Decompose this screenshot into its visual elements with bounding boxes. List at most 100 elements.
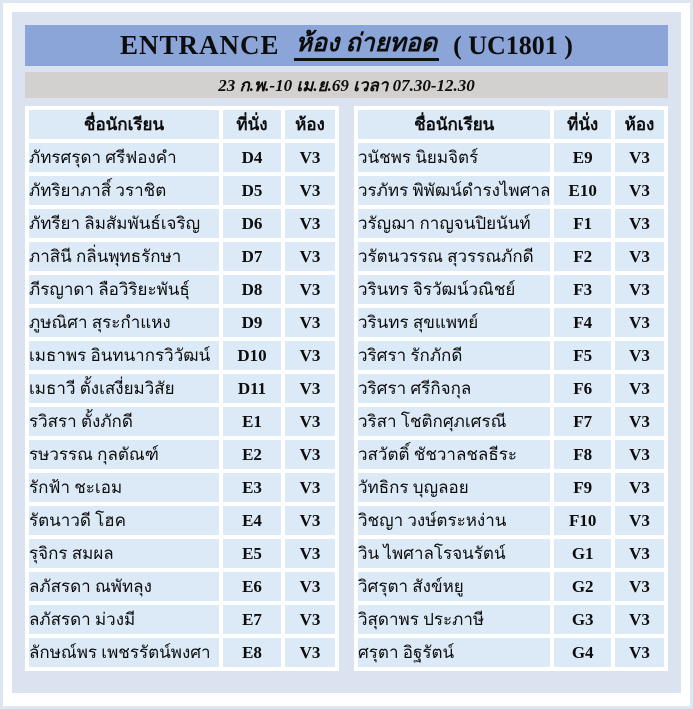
table-header-row: ชื่อนักเรียน ที่นั่ง ห้อง (358, 110, 664, 139)
student-name-cell: รวิสรา ตั้งภักดี (29, 407, 219, 436)
room-cell: V3 (614, 176, 664, 205)
room-cell: V3 (614, 407, 664, 436)
table-row: รษวรรณ กุลตัณฑ์ E2 V3 (29, 440, 335, 469)
seat-cell: F6 (554, 374, 611, 403)
seat-cell: G4 (554, 638, 611, 667)
seat-cell: F9 (554, 473, 611, 502)
seat-cell: E4 (223, 506, 281, 535)
seat-cell: F1 (554, 209, 611, 238)
seat-cell: D6 (223, 209, 281, 238)
column-header-room: ห้อง (285, 110, 335, 139)
student-name-cell: วิน ไพศาลโรจนรัตน์ (358, 539, 551, 568)
title-entrance: ENTRANCE (120, 30, 280, 60)
student-name-cell: ภัทริยาภาสิ์ วราชิต (29, 176, 219, 205)
table-row: วัทธิกร บุญลอย F9 V3 (358, 473, 664, 502)
table-row: ลภัสรดา ม่วงมี E7 V3 (29, 605, 335, 634)
room-cell: V3 (285, 143, 335, 172)
room-cell: V3 (285, 539, 335, 568)
table-row: วรัญฌา กาญจนปิยนันท์ F1 V3 (358, 209, 664, 238)
table-row: วนัชพร นิยมจิตร์ E9 V3 (358, 143, 664, 172)
table-row: เมธาพร อินทนากรวิวัฒน์ D10 V3 (29, 341, 335, 370)
student-name-cell: วริศรา รักภักดี (358, 341, 551, 370)
table-row: ภูษณิศา สุระกำแหง D9 V3 (29, 308, 335, 337)
seat-cell: G2 (554, 572, 611, 601)
room-cell: V3 (614, 374, 664, 403)
table-row: ภัทริยาภาสิ์ วราชิต D5 V3 (29, 176, 335, 205)
table-row: เมธาวี ตั้งเสงี่ยมวิสัย D11 V3 (29, 374, 335, 403)
student-name-cell: วิสุดาพร ประภาษี (358, 605, 551, 634)
seat-cell: E5 (223, 539, 281, 568)
student-name-cell: ลภัสรดา ณพัทลุง (29, 572, 219, 601)
table-row: วสวัตติ์ ชัชวาลชลธีระ F8 V3 (358, 440, 664, 469)
seating-tables: ชื่อนักเรียน ที่นั่ง ห้อง ภัทรศรุดา ศรีฟ… (25, 106, 668, 671)
seat-cell: D9 (223, 308, 281, 337)
title-band: ENTRANCE ห้อง ถ่ายทอด ( UC1801 ) (25, 25, 668, 66)
room-cell: V3 (285, 176, 335, 205)
student-name-cell: เมธาวี ตั้งเสงี่ยมวิสัย (29, 374, 219, 403)
seat-cell: E10 (554, 176, 611, 205)
seat-cell: F8 (554, 440, 611, 469)
student-name-cell: ภาสินี กลิ่นพุทธรักษา (29, 242, 219, 271)
seating-table-right: ชื่อนักเรียน ที่นั่ง ห้อง วนัชพร นิยมจิต… (354, 106, 668, 671)
seat-cell: F10 (554, 506, 611, 535)
room-cell: V3 (285, 638, 335, 667)
student-name-cell: ภัทรศรุดา ศรีฟองคำ (29, 143, 219, 172)
seat-cell: D4 (223, 143, 281, 172)
student-name-cell: ภีรญาดา ลือวิริยะพันธุ์ (29, 275, 219, 304)
seat-cell: E8 (223, 638, 281, 667)
room-cell: V3 (285, 572, 335, 601)
table-header-row: ชื่อนักเรียน ที่นั่ง ห้อง (29, 110, 335, 139)
table-row: วริศรา ศรีกิจกุล F6 V3 (358, 374, 664, 403)
table-row: วิสุดาพร ประภาษี G3 V3 (358, 605, 664, 634)
student-name-cell: วสวัตติ์ ชัชวาลชลธีระ (358, 440, 551, 469)
seat-cell: F2 (554, 242, 611, 271)
room-cell: V3 (614, 440, 664, 469)
table-row: ภาสินี กลิ่นพุทธรักษา D7 V3 (29, 242, 335, 271)
seat-cell: E7 (223, 605, 281, 634)
student-name-cell: วิศรุตา สังข์หยู (358, 572, 551, 601)
student-name-cell: วรินทร สุขแพทย์ (358, 308, 551, 337)
student-name-cell: ภูษณิศา สุระกำแหง (29, 308, 219, 337)
table-row: รวิสรา ตั้งภักดี E1 V3 (29, 407, 335, 436)
table-row: วริศรา รักภักดี F5 V3 (358, 341, 664, 370)
room-cell: V3 (285, 473, 335, 502)
table-row: ภัทรียา ลิมสัมพันธ์เจริญ D6 V3 (29, 209, 335, 238)
room-cell: V3 (614, 275, 664, 304)
room-cell: V3 (285, 308, 335, 337)
room-cell: V3 (285, 209, 335, 238)
room-cell: V3 (614, 605, 664, 634)
room-cell: V3 (614, 473, 664, 502)
room-cell: V3 (285, 242, 335, 271)
seat-cell: E6 (223, 572, 281, 601)
seat-cell: E1 (223, 407, 281, 436)
seat-cell: F5 (554, 341, 611, 370)
student-name-cell: เมธาพร อินทนากรวิวัฒน์ (29, 341, 219, 370)
column-header-room: ห้อง (614, 110, 664, 139)
seat-cell: D11 (223, 374, 281, 403)
table-row: รัตนาวดี โฮค E4 V3 (29, 506, 335, 535)
room-cell: V3 (614, 209, 664, 238)
table-row: ลักษณ์พร เพชรรัตน์พงศา E8 V3 (29, 638, 335, 667)
student-name-cell: วรัตนวรรณ สุวรรณภักดี (358, 242, 551, 271)
student-name-cell: วรินทร จิรวัฒน์วณิชย์ (358, 275, 551, 304)
student-name-cell: วนัชพร นิยมจิตร์ (358, 143, 551, 172)
schedule-text: 23 ก.พ.-10 เม.ย.69 เวลา 07.30-12.30 (218, 75, 475, 95)
room-cell: V3 (614, 539, 664, 568)
column-header-seat: ที่นั่ง (223, 110, 281, 139)
seat-cell: D7 (223, 242, 281, 271)
seat-cell: F3 (554, 275, 611, 304)
room-cell: V3 (614, 341, 664, 370)
student-name-cell: ศรุตา อิฐรัตน์ (358, 638, 551, 667)
student-name-cell: รษวรรณ กุลตัณฑ์ (29, 440, 219, 469)
room-cell: V3 (285, 275, 335, 304)
schedule-band: 23 ก.พ.-10 เม.ย.69 เวลา 07.30-12.30 (25, 72, 668, 98)
room-cell: V3 (285, 407, 335, 436)
content-panel: ENTRANCE ห้อง ถ่ายทอด ( UC1801 ) 23 ก.พ.… (12, 12, 681, 693)
seat-cell: F4 (554, 308, 611, 337)
room-cell: V3 (614, 638, 664, 667)
column-header-student-name: ชื่อนักเรียน (29, 110, 219, 139)
student-name-cell: วิชญา วงษ์ตระหง่าน (358, 506, 551, 535)
table-row: ภีรญาดา ลือวิริยะพันธุ์ D8 V3 (29, 275, 335, 304)
room-cell: V3 (614, 143, 664, 172)
